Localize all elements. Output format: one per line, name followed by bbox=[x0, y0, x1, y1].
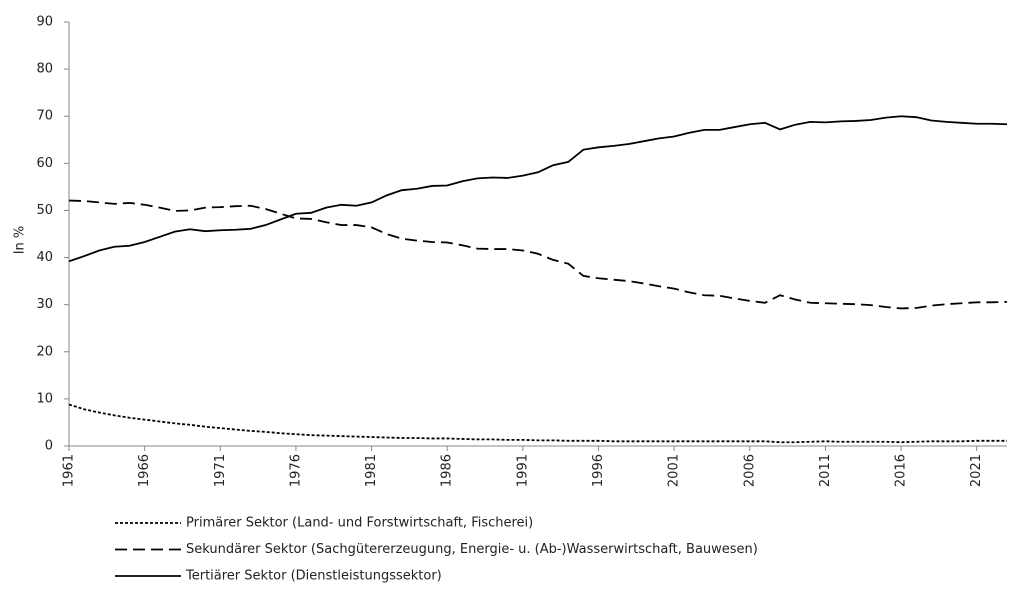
legend-label: Primärer Sektor (Land- und Forstwirtscha… bbox=[186, 516, 533, 531]
x-tick-label: 2016 bbox=[894, 454, 909, 487]
x-tick-label: 1971 bbox=[213, 454, 228, 487]
y-tick-label: 20 bbox=[36, 344, 53, 359]
x-tick-label: 1976 bbox=[288, 454, 303, 487]
x-tick-label: 1961 bbox=[62, 454, 77, 487]
y-tick-label: 40 bbox=[36, 250, 53, 265]
x-tick-label: 1991 bbox=[515, 454, 530, 487]
x-tick-label: 2006 bbox=[742, 454, 757, 487]
x-tick-label: 1986 bbox=[440, 454, 455, 487]
legend-label: Tertiärer Sektor (Dienstleistungssektor) bbox=[185, 569, 442, 584]
y-tick-label: 30 bbox=[36, 297, 53, 312]
legend-label: Sekundärer Sektor (Sachgütererzeugung, E… bbox=[186, 542, 758, 557]
x-tick-label: 2011 bbox=[818, 454, 833, 487]
y-tick-label: 70 bbox=[36, 109, 53, 124]
x-tick-label: 1966 bbox=[137, 454, 152, 487]
series-line bbox=[68, 403, 1007, 444]
y-tick-label: 50 bbox=[36, 203, 53, 218]
y-tick-label: 90 bbox=[36, 15, 53, 30]
y-tick-label: 80 bbox=[36, 62, 53, 77]
y-tick-label: 60 bbox=[36, 156, 53, 171]
y-axis-label: In % bbox=[13, 226, 28, 255]
x-tick-label: 1996 bbox=[591, 454, 606, 487]
series-line bbox=[68, 199, 1008, 310]
x-tick-label: 1981 bbox=[364, 454, 379, 487]
y-tick-label: 10 bbox=[36, 391, 53, 406]
x-tick-label: 2021 bbox=[969, 454, 984, 487]
series-line bbox=[68, 115, 1008, 263]
y-tick-label: 0 bbox=[45, 439, 53, 454]
x-tick-label: 2001 bbox=[667, 454, 682, 487]
